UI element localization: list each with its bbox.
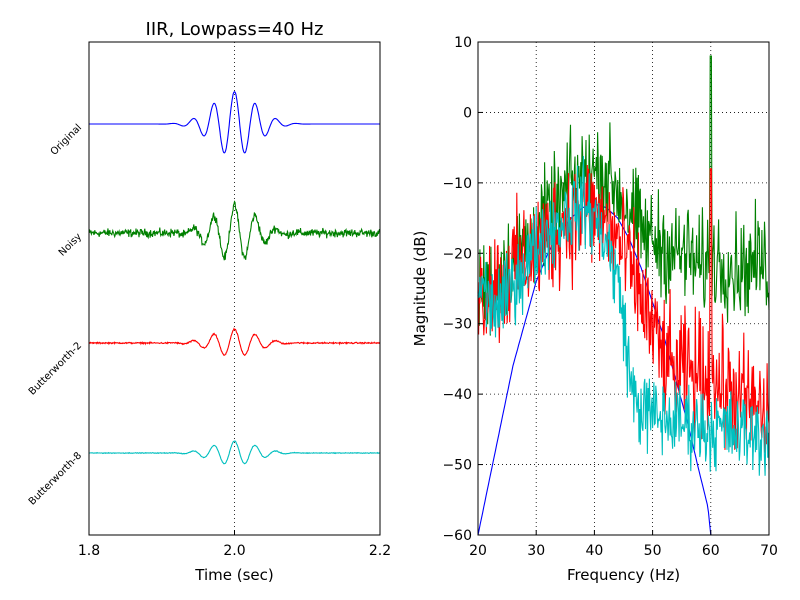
frequency-y-tick-label: −20 bbox=[442, 246, 472, 262]
time-series-group bbox=[88, 90, 381, 465]
frequency-y-axis-label: Magnitude (dB) bbox=[411, 231, 429, 347]
time-series-butterworth-8 bbox=[88, 440, 381, 465]
frequency-series-2 bbox=[477, 164, 770, 453]
frequency-y-tick-label: −40 bbox=[442, 387, 472, 403]
time-chart-title: IIR, Lowpass=40 Hz bbox=[146, 19, 324, 40]
frequency-x-tick-label: 50 bbox=[644, 543, 662, 559]
frequency-panel: 20 30 40 50 60 70 10 0 −10 −20 −30 −40 −50 −60 Freque… bbox=[411, 35, 778, 584]
frequency-x-axis-label: Frequency (Hz) bbox=[567, 566, 680, 584]
frequency-series-group bbox=[477, 55, 770, 536]
frequency-y-tick-label: 0 bbox=[463, 105, 472, 121]
time-series-butterworth-2 bbox=[88, 327, 380, 357]
frequency-x-tick-label: 70 bbox=[760, 543, 778, 559]
frequency-y-tick-label: −50 bbox=[442, 458, 472, 474]
time-x-axis-label: Time (sec) bbox=[194, 566, 273, 584]
time-series-noisy bbox=[88, 200, 381, 261]
time-series-original bbox=[89, 90, 380, 154]
time-tick-label-1-8: 1.8 bbox=[78, 543, 100, 559]
frequency-x-tick-label: 60 bbox=[702, 543, 720, 559]
frequency-x-tick-label: 40 bbox=[585, 543, 603, 559]
frequency-plot-frame bbox=[477, 41, 770, 536]
frequency-y-tick-label: −60 bbox=[442, 528, 472, 544]
frequency-y-tick-label: −30 bbox=[442, 317, 472, 333]
frequency-x-tick-label: 30 bbox=[527, 543, 545, 559]
time-tick-label-2-0: 2.0 bbox=[223, 543, 245, 559]
time-tick-label-2-2: 2.2 bbox=[369, 543, 391, 559]
frequency-series-3 bbox=[477, 155, 770, 476]
frequency-y-tick-label: −10 bbox=[442, 176, 472, 192]
frequency-x-tick-label: 20 bbox=[469, 543, 487, 559]
frequency-y-tick-label: 10 bbox=[454, 35, 472, 51]
frequency-ticks: 20 30 40 50 60 70 10 0 −10 −20 −30 −40 −50 −60 bbox=[442, 35, 777, 559]
time-ticks bbox=[88, 530, 381, 535]
